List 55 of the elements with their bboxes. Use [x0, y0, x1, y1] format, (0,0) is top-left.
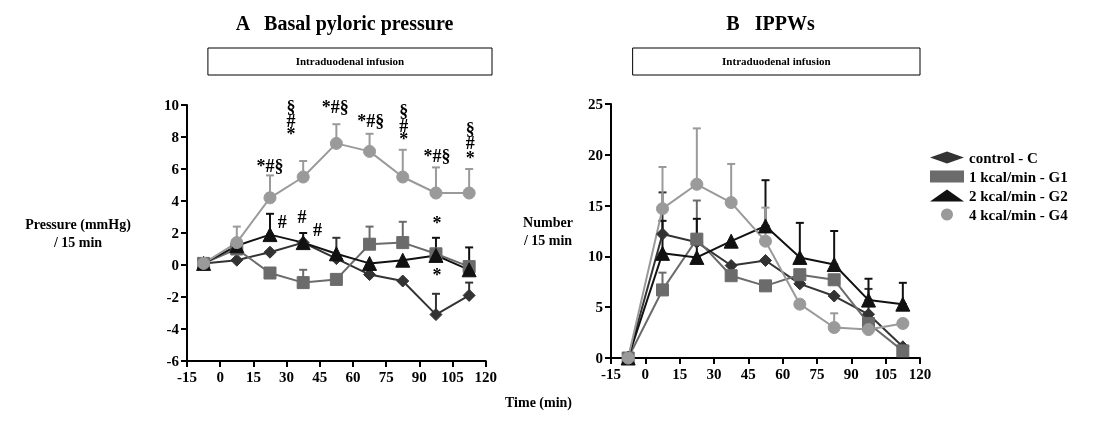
chart-title: A Basal pyloric pressure — [235, 12, 454, 35]
x-tick-label: 45 — [312, 368, 328, 385]
chart-title: B IPPWs — [726, 12, 815, 34]
y-tick-label: -6 — [166, 353, 180, 369]
x-tick-label: 15 — [672, 365, 688, 382]
x-tick-label: 90 — [843, 365, 859, 382]
y-tick-label: 25 — [588, 96, 603, 112]
x-tick-label: 0 — [216, 368, 224, 385]
legend-label: 2 kcal/min - G2 — [969, 187, 1068, 204]
annotation: *#§ — [256, 155, 284, 176]
legend-label: control - C — [969, 149, 1038, 166]
annotation: # — [313, 219, 323, 240]
annotation: *#§ — [321, 96, 349, 117]
x-tick-label: 120 — [908, 365, 932, 382]
annotation: * — [432, 213, 442, 234]
y-tick-label: 0 — [595, 350, 603, 366]
x-tick-label: 75 — [378, 368, 394, 385]
annotation: *#§ — [423, 146, 451, 167]
y-tick-label: -4 — [166, 321, 180, 337]
annotation: *#§ — [357, 111, 385, 131]
legend-label: 1 kcal/min - G1 — [969, 168, 1068, 185]
x-tick-label: 15 — [245, 368, 261, 385]
x-tick-label: 60 — [775, 365, 791, 382]
y-tick-label: 0 — [171, 257, 179, 273]
text: Intraduodenal infusion — [722, 55, 831, 67]
legend-label: 4 kcal/min - G4 — [969, 206, 1069, 223]
y-axis-title: Pressure (mmHg) / 15 min — [25, 216, 132, 250]
y-tick-label: 20 — [588, 146, 603, 163]
y-tick-label: -2 — [166, 289, 179, 305]
x-tick-label: 90 — [411, 368, 427, 385]
x-tick-label: 60 — [345, 368, 361, 385]
x-tick-label: 75 — [809, 365, 825, 382]
x-tick-label: 30 — [279, 368, 295, 385]
annotation: # — [297, 207, 307, 227]
y-tick-label: 2 — [171, 225, 179, 241]
x-tick-label: 0 — [641, 365, 650, 382]
x-tick-label: -15 — [177, 368, 197, 385]
annotation: # — [277, 211, 287, 232]
y-axis-title: Number / 15 min — [522, 214, 573, 248]
y-tick-label: 10 — [588, 248, 603, 265]
y-tick-label: 10 — [164, 97, 179, 113]
x-tick-label: 45 — [740, 365, 756, 382]
y-tick-label: 6 — [171, 161, 180, 177]
y-tick-label: 8 — [171, 129, 179, 145]
x-tick-label: 120 — [474, 368, 497, 385]
x-tick-label: -15 — [601, 365, 621, 382]
y-tick-label: 5 — [595, 299, 603, 316]
annotation: * — [432, 264, 442, 285]
x-axis-title: Time (min) — [505, 394, 573, 411]
x-tick-label: 105 — [874, 365, 897, 382]
y-tick-label: 4 — [171, 193, 180, 209]
x-tick-label: 105 — [441, 368, 464, 385]
y-tick-label: 15 — [588, 197, 603, 214]
x-tick-label: 30 — [706, 365, 722, 382]
text: Intraduodenal infusion — [295, 55, 405, 67]
